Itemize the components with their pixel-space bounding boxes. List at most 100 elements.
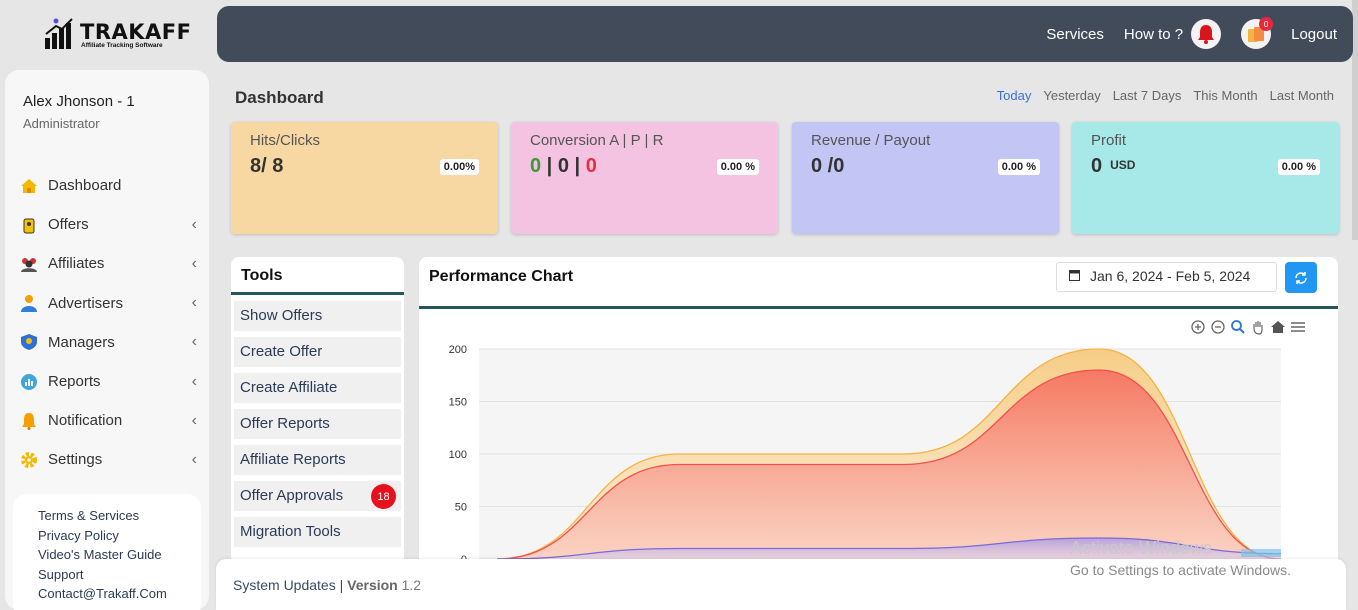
pan-hand-icon[interactable] bbox=[1250, 319, 1266, 335]
profit-title: Profit bbox=[1091, 132, 1127, 149]
alarm-bell-button[interactable] bbox=[1191, 19, 1222, 49]
conversions-series-line bbox=[496, 369, 1282, 560]
chevron-left-icon: ‹ bbox=[191, 333, 197, 351]
range-last-7-days[interactable]: Last 7 Days bbox=[1112, 88, 1182, 103]
page-title: Dashboard bbox=[235, 88, 324, 107]
home-reset-icon[interactable] bbox=[1270, 319, 1286, 335]
chevron-left-icon: ‹ bbox=[191, 254, 197, 272]
conversion-rejected: 0 bbox=[585, 155, 597, 177]
chart-series bbox=[496, 348, 1282, 560]
y-tick-label: 50 bbox=[455, 502, 467, 514]
sidebar-item-advertisers[interactable]: Advertisers ‹ bbox=[19, 284, 199, 323]
date-range-picker[interactable]: Jan 6, 2024 - Feb 5, 2024 bbox=[1056, 262, 1277, 292]
footer-link-terms[interactable]: Terms & Services bbox=[38, 508, 140, 523]
range-last-month[interactable]: Last Month bbox=[1269, 88, 1334, 103]
sidebar-item-label: Advertisers bbox=[48, 294, 124, 312]
top-navbar: Services How to ? 0 Logout bbox=[217, 6, 1353, 62]
chevron-left-icon: ‹ bbox=[191, 411, 197, 429]
conversion-pending: 0 bbox=[557, 155, 569, 177]
notification-count-badge: 0 bbox=[1259, 17, 1274, 31]
tool-label: Offer Approvals bbox=[240, 487, 344, 504]
tool-affiliate-reports[interactable]: Affiliate Reports bbox=[234, 445, 401, 475]
bell-icon bbox=[1198, 25, 1215, 44]
version-number: 1.2 bbox=[401, 577, 422, 593]
refresh-button[interactable] bbox=[1285, 262, 1317, 293]
activate-windows-title: Activate Windows bbox=[1070, 538, 1213, 558]
tool-label: Show Offers bbox=[240, 307, 323, 324]
tool-offer-reports[interactable]: Offer Reports bbox=[234, 409, 401, 439]
y-tick-label: 200 bbox=[449, 344, 467, 356]
chevron-left-icon: ‹ bbox=[191, 450, 197, 468]
footer-links: Terms & Services Privacy Policy Video's … bbox=[13, 494, 201, 610]
system-updates-bar: System Updates | Version 1.2 bbox=[216, 559, 1346, 610]
zoom-select-icon[interactable] bbox=[1230, 319, 1246, 335]
date-range-value: Jan 6, 2024 - Feb 5, 2024 bbox=[1090, 268, 1251, 284]
howto-link[interactable]: How to ? bbox=[1123, 25, 1184, 43]
conversion-title: Conversion A | P | R bbox=[530, 132, 664, 149]
bell-icon bbox=[19, 411, 39, 431]
approvals-count-badge: 18 bbox=[371, 484, 396, 509]
footer-link-support[interactable]: Support bbox=[38, 566, 84, 582]
logout-link[interactable]: Logout bbox=[1291, 25, 1337, 43]
performance-panel: Performance Chart Jan 6, 2024 - Feb 5, 2… bbox=[419, 257, 1338, 567]
revenue-series-line bbox=[496, 537, 1282, 560]
conversion-value: 0 | 0 | 0 bbox=[530, 155, 597, 178]
user-role: Administrator bbox=[23, 116, 100, 131]
footer-link-video-guide[interactable]: Video's Master Guide bbox=[38, 547, 162, 563]
refresh-icon bbox=[1295, 271, 1307, 284]
sidebar-item-dashboard[interactable]: Dashboard bbox=[19, 166, 199, 205]
hits-title: Hits/Clicks bbox=[250, 132, 320, 149]
tool-create-affiliate[interactable]: Create Affiliate bbox=[234, 373, 401, 403]
sidebar-item-affiliates[interactable]: Affiliates ‹ bbox=[19, 244, 199, 283]
zoom-out-icon[interactable] bbox=[1210, 319, 1226, 335]
tool-migration-tools[interactable]: Migration Tools bbox=[234, 517, 401, 547]
sidebar-item-label: Settings bbox=[48, 451, 103, 469]
menu-icon[interactable] bbox=[1290, 319, 1306, 335]
performance-header bbox=[419, 257, 1338, 309]
conversion-sep: | bbox=[568, 155, 586, 177]
cards-icon bbox=[1248, 27, 1265, 42]
sidebar-item-label: Offers bbox=[48, 216, 89, 234]
conversion-sep: | bbox=[541, 155, 558, 177]
sidebar-item-managers[interactable]: Managers ‹ bbox=[19, 323, 199, 362]
sidebar-item-notification[interactable]: Notification ‹ bbox=[19, 401, 199, 440]
tool-label: Migration Tools bbox=[240, 523, 341, 540]
sidebar-item-offers[interactable]: Offers ‹ bbox=[19, 205, 199, 244]
footer-link-privacy[interactable]: Privacy Policy bbox=[38, 527, 119, 543]
tool-show-offers[interactable]: Show Offers bbox=[234, 301, 401, 331]
footer-link-contact[interactable]: Contact@Trakaff.Com bbox=[38, 586, 167, 602]
hits-value: 8/ 8 bbox=[250, 155, 284, 177]
profit-unit: USD bbox=[1110, 158, 1136, 172]
sidebar-item-label: Affiliates bbox=[48, 255, 105, 273]
range-yesterday[interactable]: Yesterday bbox=[1043, 88, 1101, 103]
profit-pct-badge: 0.00 % bbox=[1277, 159, 1320, 175]
sidebar-item-label: Reports bbox=[48, 373, 101, 391]
services-link[interactable]: Services bbox=[1046, 25, 1104, 43]
system-updates-text[interactable]: System Updates | Version 1.2 bbox=[233, 577, 421, 593]
notifications-button[interactable]: 0 bbox=[1241, 17, 1274, 49]
sidebar-item-settings[interactable]: Settings ‹ bbox=[19, 440, 199, 479]
sidebar-item-label: Managers bbox=[48, 333, 115, 351]
logo[interactable]: TRAKAFF Affiliate Tracking Software bbox=[44, 16, 191, 56]
range-this-month[interactable]: This Month bbox=[1193, 88, 1258, 103]
sidebar-item-reports[interactable]: Reports ‹ bbox=[19, 362, 199, 401]
range-today[interactable]: Today bbox=[996, 88, 1032, 103]
tool-offer-approvals[interactable]: Offer Approvals 18 bbox=[234, 481, 401, 511]
tool-label: Create Offer bbox=[240, 343, 323, 360]
profit-series-bar bbox=[1241, 549, 1281, 557]
revenue-card: Revenue / Payout 0 /0 0.00 % bbox=[792, 122, 1059, 234]
zoom-in-icon[interactable] bbox=[1190, 319, 1206, 335]
sidebar-item-label: Dashboard bbox=[48, 177, 122, 195]
page-scrollbar[interactable] bbox=[1352, 0, 1358, 240]
version-label: Version bbox=[347, 577, 398, 593]
tool-label: Offer Reports bbox=[240, 415, 330, 432]
logo-bars-icon bbox=[45, 18, 73, 49]
tool-create-offer[interactable]: Create Offer bbox=[234, 337, 401, 367]
y-tick-label: 150 bbox=[449, 397, 467, 409]
home-icon bbox=[19, 176, 39, 196]
tools-title: Tools bbox=[231, 257, 404, 295]
tool-label: Affiliate Reports bbox=[240, 451, 346, 468]
conversion-card: Conversion A | P | R 0 | 0 | 0 0.00 % bbox=[511, 122, 778, 234]
managers-icon bbox=[19, 332, 39, 352]
offers-icon bbox=[19, 215, 39, 235]
